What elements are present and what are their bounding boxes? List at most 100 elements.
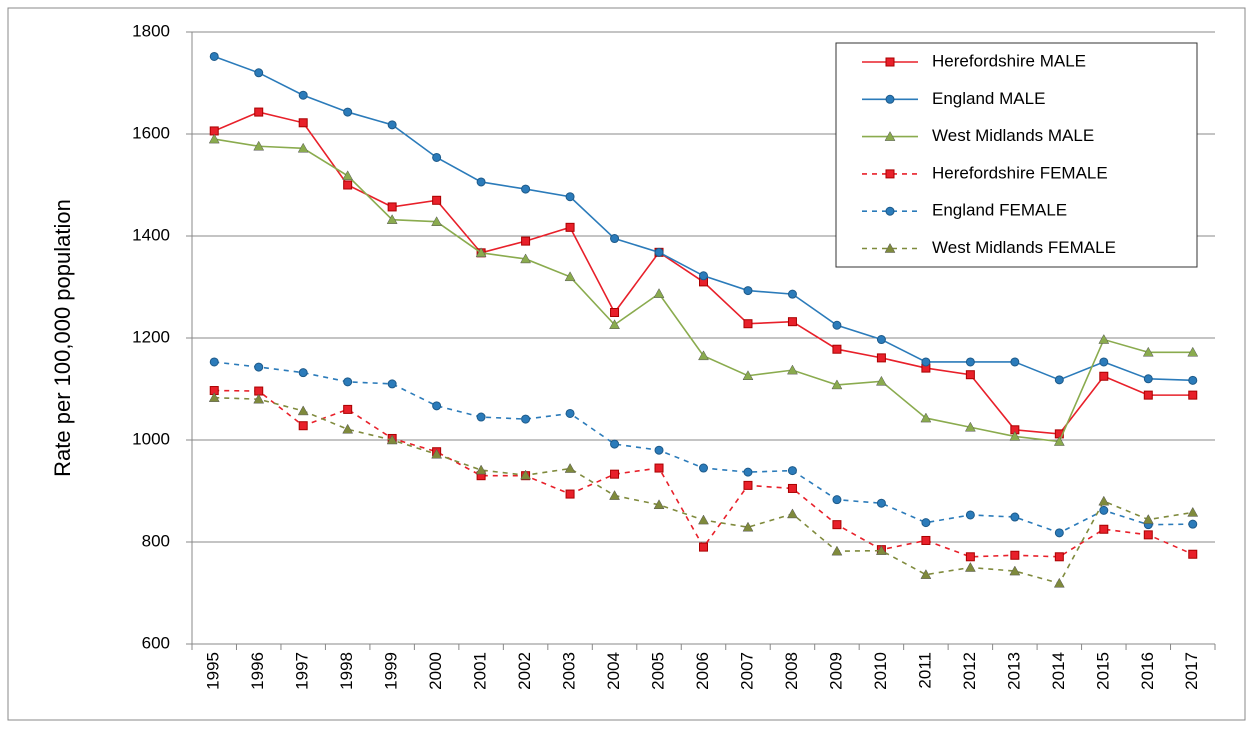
- marker: [1188, 390, 1198, 400]
- marker: [832, 495, 842, 505]
- marker: [521, 414, 531, 424]
- marker: [832, 344, 842, 354]
- marker: [1188, 549, 1198, 559]
- marker: [964, 561, 976, 572]
- x-tick-label: 2012: [960, 652, 979, 690]
- marker: [699, 463, 708, 473]
- y-tick-label: 1800: [132, 21, 170, 40]
- marker: [1054, 375, 1064, 385]
- marker: [254, 362, 264, 372]
- legend-label: Herefordshire FEMALE: [932, 163, 1108, 182]
- marker: [432, 401, 442, 411]
- marker: [208, 133, 220, 144]
- marker: [342, 170, 354, 181]
- marker: [1010, 512, 1020, 522]
- marker: [610, 469, 620, 479]
- marker: [743, 480, 753, 490]
- marker: [386, 434, 398, 445]
- x-tick-label: 2002: [515, 652, 534, 690]
- marker: [832, 320, 842, 330]
- x-tick-label: 2006: [693, 652, 712, 690]
- x-tick-label: 2005: [649, 652, 668, 690]
- y-tick-label: 1400: [132, 225, 170, 244]
- marker: [965, 510, 975, 520]
- x-tick-label: 2015: [1093, 652, 1112, 690]
- x-tick-label: 1995: [204, 652, 223, 690]
- marker: [564, 271, 576, 282]
- marker: [1188, 519, 1198, 529]
- legend-label: Herefordshire MALE: [932, 51, 1086, 70]
- legend-marker: [885, 57, 895, 67]
- marker: [742, 521, 754, 532]
- marker: [698, 350, 709, 361]
- marker: [1188, 375, 1198, 385]
- marker: [343, 180, 353, 190]
- marker: [297, 142, 309, 153]
- marker: [254, 107, 264, 117]
- marker: [610, 234, 620, 244]
- marker: [565, 489, 575, 499]
- x-tick-label: 2007: [737, 652, 756, 690]
- marker: [965, 552, 975, 562]
- marker: [1010, 357, 1020, 367]
- x-tick-label: 2000: [426, 652, 445, 690]
- marker: [342, 423, 354, 434]
- series-line: [214, 389, 1194, 558]
- marker: [1010, 550, 1020, 560]
- marker: [209, 51, 219, 61]
- marker: [521, 236, 531, 246]
- x-tick-label: 1998: [337, 652, 356, 690]
- marker: [1142, 346, 1154, 357]
- marker: [699, 542, 708, 552]
- marker: [1054, 528, 1064, 538]
- marker: [1053, 577, 1065, 588]
- marker: [876, 498, 886, 508]
- marker: [698, 514, 709, 525]
- y-tick-label: 1200: [132, 327, 170, 346]
- legend-marker: [885, 94, 895, 104]
- legend-label: England MALE: [932, 89, 1045, 108]
- marker: [742, 370, 754, 380]
- marker: [343, 404, 353, 414]
- marker: [297, 405, 309, 416]
- marker: [920, 412, 932, 423]
- marker: [431, 448, 443, 459]
- marker: [832, 520, 842, 530]
- marker: [1098, 334, 1110, 344]
- marker: [209, 357, 219, 367]
- marker: [609, 319, 620, 329]
- marker: [387, 120, 397, 130]
- marker: [1009, 430, 1021, 441]
- marker: [653, 288, 665, 298]
- marker: [609, 490, 620, 500]
- legend: Herefordshire MALE England MALE West Midla…: [835, 42, 1198, 268]
- marker: [432, 195, 442, 205]
- legend-marker: [884, 131, 896, 141]
- marker: [475, 247, 487, 258]
- marker: [565, 222, 575, 232]
- marker: [253, 140, 265, 151]
- marker: [1099, 505, 1109, 515]
- marker: [831, 379, 843, 390]
- marker: [921, 535, 931, 545]
- legend-label: England FEMALE: [932, 201, 1067, 220]
- marker: [565, 192, 575, 202]
- x-tick-label: 2004: [604, 652, 623, 690]
- marker: [521, 184, 531, 194]
- marker: [787, 483, 797, 493]
- legend-marker: [885, 169, 895, 179]
- y-tick-label: 600: [142, 633, 170, 652]
- marker: [964, 421, 976, 432]
- marker: [253, 393, 265, 404]
- marker: [654, 463, 664, 473]
- marker: [386, 214, 398, 224]
- marker: [965, 370, 975, 380]
- marker: [1099, 371, 1109, 381]
- x-tick-label: 2008: [782, 652, 801, 690]
- x-tick-label: 1999: [382, 652, 401, 690]
- legend-box: [835, 42, 1198, 268]
- marker: [431, 216, 443, 226]
- legend-marker: [884, 242, 896, 253]
- x-tick-label: 2017: [1182, 652, 1201, 690]
